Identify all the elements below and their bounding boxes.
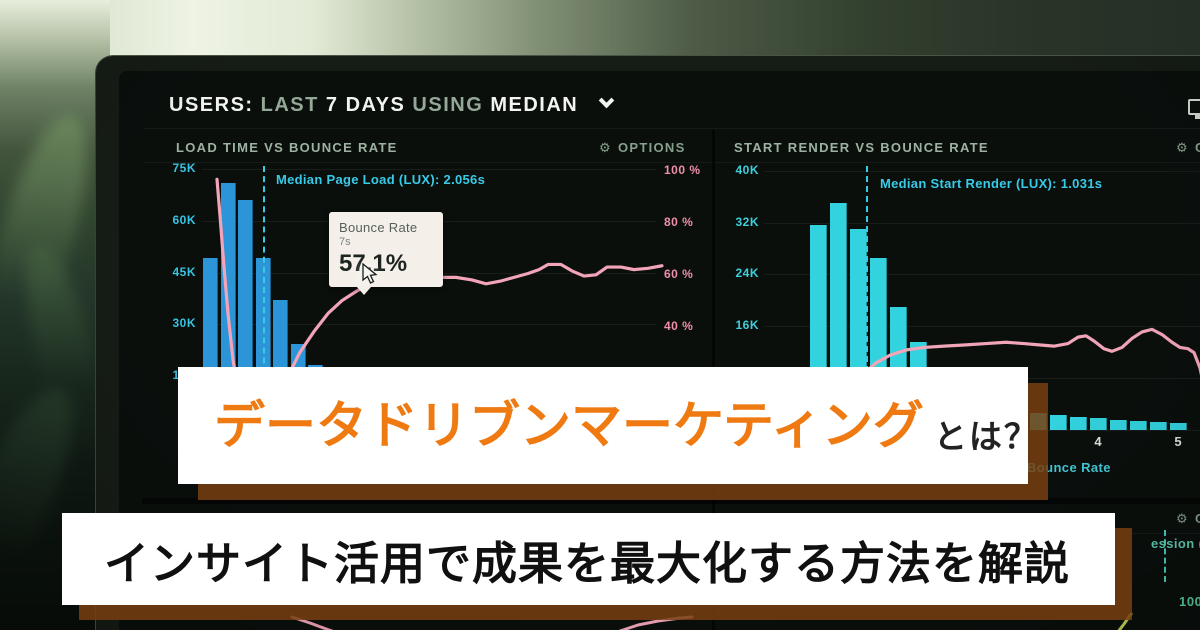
range-word: LAST bbox=[260, 94, 319, 116]
axis-tick: 24K bbox=[735, 266, 759, 280]
gridline bbox=[764, 171, 1200, 172]
panel-row-divider bbox=[142, 498, 1200, 504]
x-axis-tick: 4 bbox=[1094, 434, 1102, 449]
using-word: USING bbox=[412, 94, 484, 116]
x-axis-tick: 5 bbox=[1174, 434, 1182, 449]
gear-icon: ⚙ bbox=[1176, 511, 1189, 526]
axis-tick: 60 % bbox=[664, 267, 694, 281]
tooltip-subtitle: 7s bbox=[339, 236, 351, 248]
panel-title-load-time: LOAD TIME VS BOUNCE RATE bbox=[176, 140, 398, 155]
aggregation: MEDIAN bbox=[490, 94, 579, 116]
panel-title-start-render: START RENDER VS BOUNCE RATE bbox=[734, 140, 989, 155]
axis-tick: 32K bbox=[735, 215, 759, 229]
options-button-sessions[interactable]: ⚙OPTIONS bbox=[1176, 511, 1200, 527]
histogram-bar bbox=[1130, 420, 1147, 430]
gear-icon: ⚙ bbox=[1176, 140, 1189, 155]
median-line-start-render bbox=[866, 166, 868, 432]
tooltip-title: Bounce Rate bbox=[339, 220, 418, 235]
axis-tick: 100 % bbox=[664, 163, 701, 177]
monitor-icon[interactable] bbox=[1188, 99, 1200, 119]
histogram-bar bbox=[1150, 422, 1167, 430]
gridline bbox=[764, 326, 1200, 327]
title-suffix: とは？ bbox=[933, 417, 1028, 455]
mouse-cursor-icon bbox=[362, 263, 378, 284]
metric-label: USERS: bbox=[169, 94, 254, 116]
axis-tick: 40 % bbox=[664, 319, 694, 333]
sessions-median-line bbox=[1164, 530, 1166, 582]
histogram-bar bbox=[1110, 419, 1127, 430]
sessions-median-label: ession (LU bbox=[1151, 536, 1200, 551]
metric-selector[interactable]: USERS: LAST 7 DAYS USING MEDIAN bbox=[169, 92, 615, 117]
sessions-y-label: 100K bbox=[1179, 594, 1200, 609]
gridline bbox=[764, 274, 1200, 275]
axis-tick: 16K bbox=[735, 318, 759, 332]
histogram-bar bbox=[1090, 418, 1107, 430]
options-button-start-render[interactable]: ⚙OPTIONS bbox=[1176, 140, 1200, 156]
gear-icon: ⚙ bbox=[599, 140, 612, 155]
axis-tick: 80 % bbox=[664, 215, 694, 229]
background-blur-top bbox=[0, 0, 1200, 60]
median-label-load-time: Median Page Load (LUX): 2.056s bbox=[276, 172, 486, 187]
subtitle-banner: インサイト活用で成果を最大化する方法を解説 bbox=[62, 513, 1115, 605]
range-days: 7 DAYS bbox=[325, 94, 406, 116]
tooltip: Bounce Rate 7s 57.1% bbox=[329, 212, 443, 295]
title-banner: データドリブンマーケティング とは？ bbox=[178, 367, 1028, 484]
gridline bbox=[202, 169, 657, 170]
histogram-bar bbox=[1050, 415, 1067, 430]
axis-tick: 60K bbox=[172, 213, 196, 227]
median-label-start-render: Median Start Render (LUX): 1.031s bbox=[880, 176, 1103, 191]
axis-tick: 75K bbox=[172, 161, 196, 175]
options-button-load-time[interactable]: ⚙ OPTIONS bbox=[599, 140, 686, 155]
axis-tick: 40K bbox=[735, 163, 759, 177]
gridline bbox=[764, 223, 1200, 224]
subtitle-text: インサイト活用で成果を最大化する方法を解説 bbox=[104, 537, 1071, 589]
chevron-down-icon[interactable] bbox=[598, 92, 615, 109]
axis-tick: 45K bbox=[172, 265, 196, 279]
histogram-bar bbox=[1170, 422, 1187, 430]
histogram-bar bbox=[1070, 417, 1087, 430]
axis-tick: 30K bbox=[172, 316, 196, 330]
title-highlight: データドリブンマーケティング bbox=[214, 397, 924, 454]
